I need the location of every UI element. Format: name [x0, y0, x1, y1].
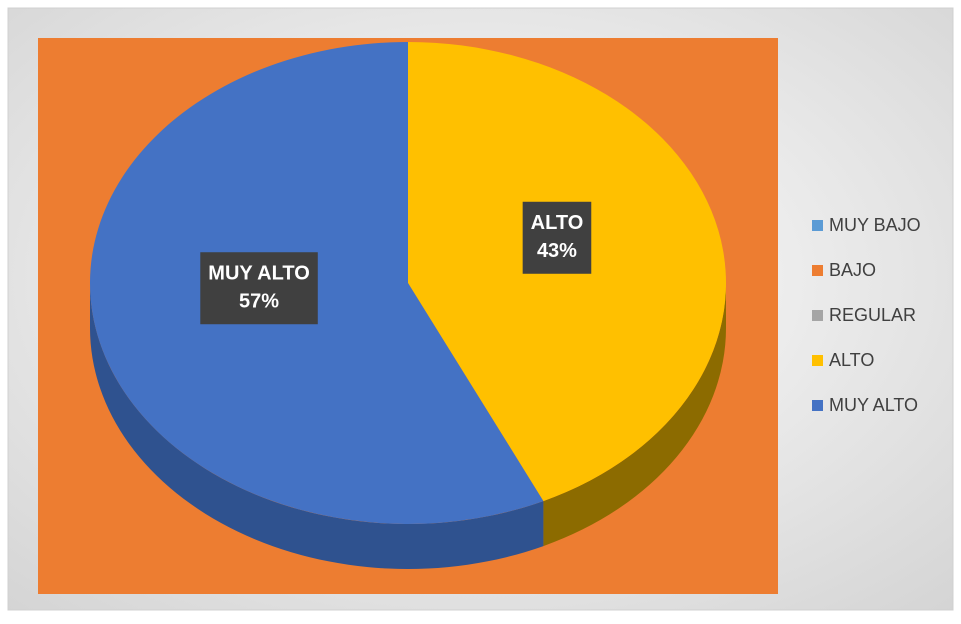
data-label-category: MUY ALTO: [208, 263, 309, 285]
legend-label: MUY BAJO: [829, 215, 921, 235]
legend-swatch: [812, 400, 823, 411]
legend-label: MUY ALTO: [829, 395, 918, 415]
data-label-box: [522, 201, 592, 274]
data-label: ALTO 43%: [522, 201, 592, 274]
slice-side: [90, 283, 544, 569]
data-label: MUY ALTO 57%: [200, 252, 318, 325]
data-label-value: 43%: [537, 240, 577, 262]
data-label-category: ALTO: [531, 212, 584, 234]
legend-swatch: [812, 265, 823, 276]
data-label-value: 57%: [239, 291, 279, 313]
slice-side: [543, 283, 726, 547]
data-label-box: [200, 252, 318, 325]
legend-swatch: [812, 220, 823, 231]
legend-swatch: [812, 355, 823, 366]
legend-label: BAJO: [829, 260, 876, 280]
legend-swatch: [812, 310, 823, 321]
legend-label: ALTO: [829, 350, 874, 370]
legend-label: REGULAR: [829, 305, 916, 325]
